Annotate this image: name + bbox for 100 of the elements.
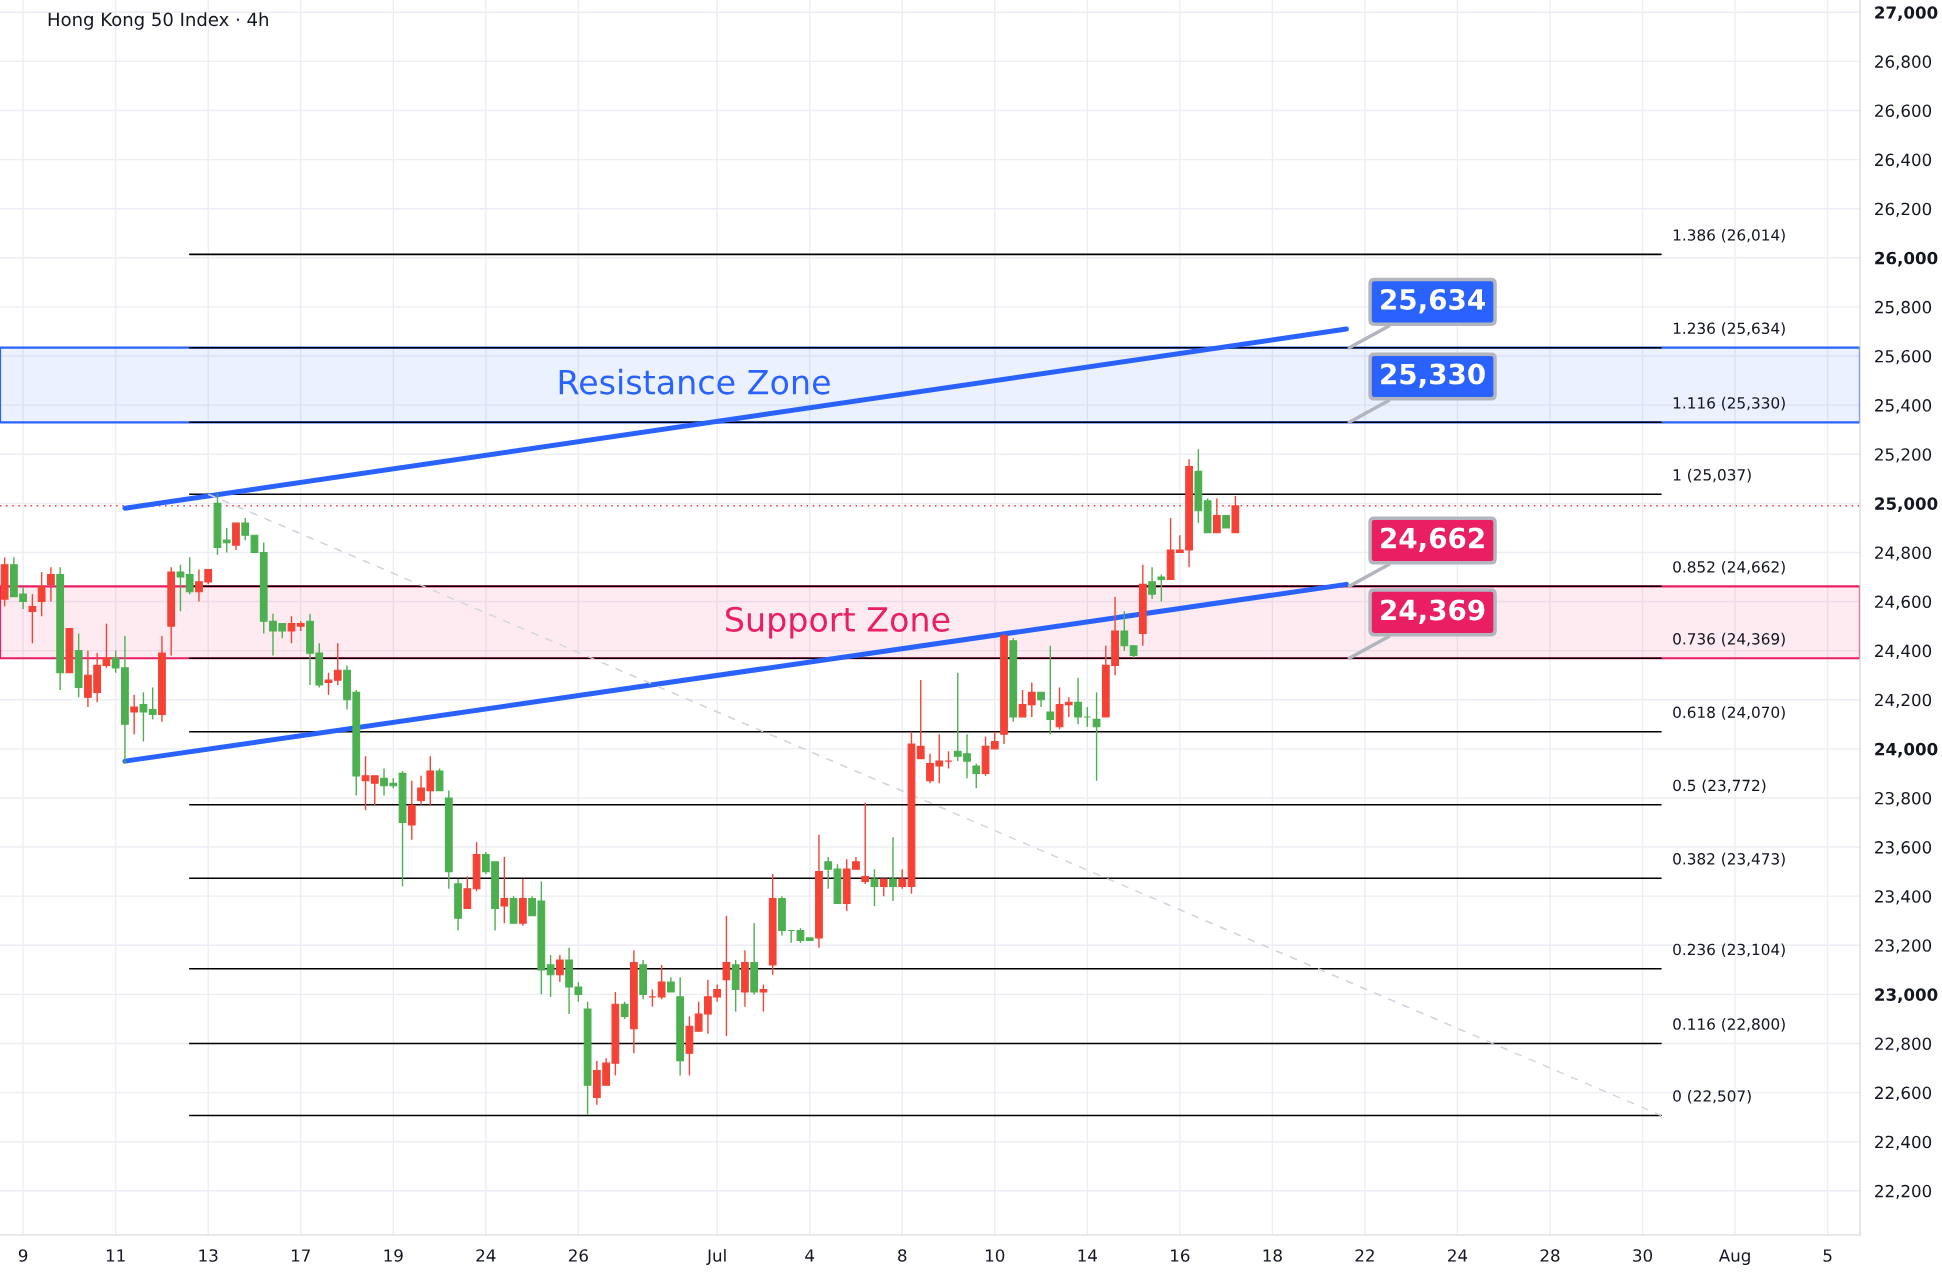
y-tick-label: 26,600 — [1875, 104, 1932, 119]
x-tick-label: 24 — [476, 1249, 496, 1262]
series-label: 1.116 (25,330) — [1673, 396, 1785, 411]
candlestick — [287, 615, 296, 644]
y-tick-label: 24,200 — [1875, 693, 1932, 709]
candlestick — [185, 556, 194, 595]
annotation: 25,330 — [1381, 363, 1485, 389]
series-label: 0.852 (24,662) — [1673, 560, 1785, 575]
y-tick-label: 22,200 — [1875, 1184, 1932, 1200]
candlestick — [435, 767, 444, 792]
text: Hong Kong 50 Index · 4h — [48, 12, 268, 30]
candlestick — [972, 762, 981, 789]
candlestick — [1157, 573, 1166, 603]
y-tick-label: 23,200 — [1875, 939, 1932, 954]
x-tick-label: 10 — [986, 1249, 1005, 1262]
series-label: 1 (25,037) — [1673, 468, 1751, 483]
x-tick-label: 30 — [1633, 1249, 1653, 1262]
candlestick — [1074, 676, 1082, 725]
x-tick-label: 28 — [1540, 1249, 1560, 1262]
x-tick-label: 26 — [568, 1249, 588, 1262]
x-tick-label: Aug — [1718, 1249, 1750, 1266]
x-tick-label: 17 — [291, 1249, 310, 1262]
series-label: 0.116 (22,800) — [1673, 1018, 1785, 1032]
candlestick — [555, 954, 564, 983]
series-label: 1.236 (25,634) — [1673, 322, 1785, 336]
candlestick — [500, 856, 509, 924]
y-tick-label: 25,200 — [1875, 448, 1932, 463]
y-tick-label: 23,800 — [1875, 791, 1932, 807]
y-tick-label: 23,400 — [1875, 890, 1932, 905]
y-tick-label: 23,000 — [1875, 988, 1938, 1004]
candlestick — [324, 672, 333, 696]
candlestick — [28, 593, 37, 644]
candlestick — [861, 802, 870, 885]
candlestick — [148, 686, 157, 721]
x-tick-label: 18 — [1263, 1249, 1282, 1262]
candlestick — [722, 915, 731, 1037]
candlestick — [222, 527, 231, 554]
candlestick — [37, 571, 46, 617]
candlestick — [916, 679, 925, 760]
x-tick-label: 11 — [106, 1249, 125, 1262]
x-tick-label: 8 — [898, 1249, 907, 1262]
candlestick — [870, 868, 879, 907]
y-tick-label: 26,000 — [1875, 251, 1938, 267]
series-label: 0.736 (24,369) — [1673, 632, 1785, 647]
candlestick — [407, 780, 416, 841]
y-tick-label: 26,200 — [1875, 202, 1932, 217]
x-tick-label: Jul — [706, 1248, 726, 1265]
y-tick-label: 24,600 — [1875, 595, 1932, 610]
x-tick-label: 24 — [1448, 1249, 1468, 1262]
y-tick-label: 22,600 — [1875, 1086, 1932, 1101]
candlestick — [47, 566, 55, 603]
candlestick — [898, 868, 907, 890]
series-label: 0.5 (23,772) — [1673, 779, 1766, 794]
annotation: 25,634 — [1381, 288, 1485, 314]
candlestick — [232, 522, 240, 551]
band-label: Resistance Zone — [559, 368, 830, 395]
candlestick — [176, 564, 185, 613]
candlestick — [1092, 691, 1101, 782]
band-label: Support Zone — [726, 606, 950, 639]
candlestick — [759, 983, 768, 1013]
x-tick-label: 13 — [199, 1249, 218, 1262]
candlestick — [1212, 497, 1221, 534]
candlestick — [139, 691, 148, 743]
candlestick — [1046, 645, 1055, 735]
y-tick-label: 24,400 — [1875, 644, 1932, 659]
y-tick-label: 22,800 — [1875, 1037, 1932, 1052]
x-tick-label: 16 — [1171, 1249, 1190, 1262]
y-tick-label: 24,000 — [1875, 742, 1938, 758]
candlestick — [130, 694, 139, 735]
candlestick — [657, 964, 666, 1000]
y-tick-label: 23,600 — [1875, 841, 1932, 856]
candlestick — [333, 642, 342, 686]
x-tick-label: 22 — [1355, 1249, 1374, 1262]
x-tick-label: 19 — [384, 1249, 403, 1262]
x-tick-label: 9 — [18, 1249, 28, 1262]
x-tick-label: 14 — [1078, 1249, 1097, 1262]
series-label: 0.382 (23,473) — [1673, 852, 1785, 867]
x-tick-label: 5 — [1823, 1249, 1832, 1262]
y-tick-label: 25,800 — [1875, 300, 1932, 316]
y-tick-label: 27,000 — [1875, 6, 1938, 21]
series-label: 0.236 (23,104) — [1673, 943, 1785, 958]
candlestick — [546, 954, 555, 998]
y-tick-label: 26,800 — [1875, 55, 1932, 70]
series-label: 0.618 (24,070) — [1673, 706, 1785, 720]
annotation: 24,662 — [1381, 527, 1484, 553]
series-label: 0 (22,507) — [1673, 1090, 1751, 1104]
candlestick — [1148, 566, 1156, 600]
candlestick — [463, 875, 472, 910]
candlestick — [1083, 706, 1092, 728]
y-tick-label: 24,800 — [1875, 546, 1932, 561]
y-tick-label: 26,400 — [1875, 153, 1932, 168]
candlestick — [889, 836, 897, 902]
y-tick-label: 25,600 — [1875, 349, 1932, 365]
series-label: 1.386 (26,014) — [1673, 228, 1785, 243]
y-tick-label: 22,400 — [1875, 1135, 1932, 1150]
y-tick-label: 25,400 — [1875, 399, 1932, 414]
x-tick-label: 4 — [805, 1249, 815, 1262]
y-tick-label: 25,000 — [1875, 497, 1938, 513]
candlestick — [1120, 610, 1129, 652]
annotation: 24,369 — [1381, 599, 1485, 625]
